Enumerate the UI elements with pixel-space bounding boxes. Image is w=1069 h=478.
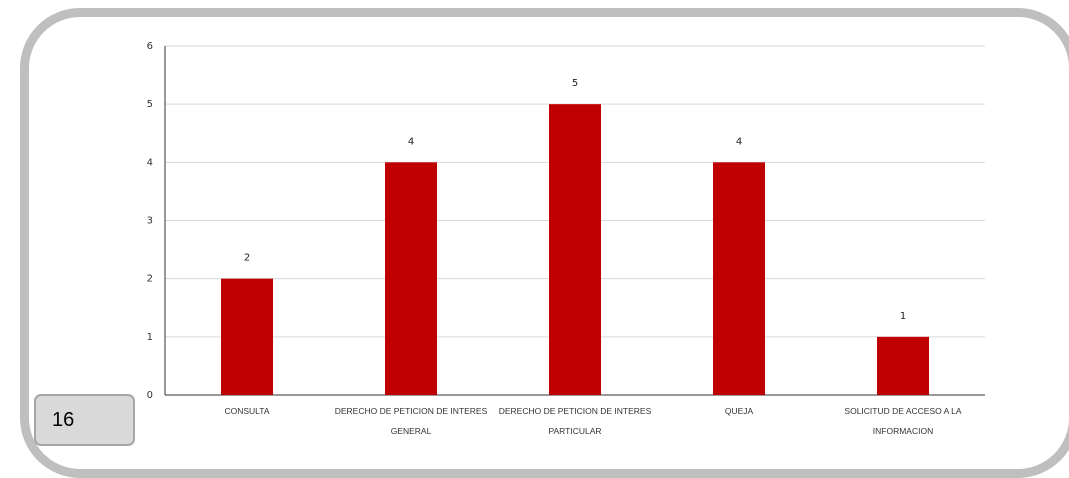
x-category-label: DERECHO DE PETICION DE INTERES: [499, 406, 652, 416]
page-number-badge: 16: [34, 394, 135, 446]
bar: [385, 162, 437, 395]
x-category-label: PARTICULAR: [548, 426, 601, 436]
x-axis: CONSULTA DERECHO DE PETICION DE INTERES GE…: [224, 406, 961, 436]
y-tick-label: 6: [147, 41, 153, 52]
x-category-label: INFORMACION: [873, 426, 933, 436]
bar-value-label: 4: [408, 136, 414, 147]
y-tick-label: 4: [147, 157, 153, 168]
chart-bars: [221, 104, 929, 396]
page-number: 16: [52, 408, 75, 431]
bar: [549, 104, 601, 396]
x-category-label: CONSULTA: [224, 406, 269, 416]
chart-frame: [20, 8, 1069, 478]
x-category-label: SOLICITUD DE ACCESO A LA: [844, 406, 961, 416]
bar-value-label: 2: [244, 253, 250, 264]
data-labels: 2 4 5 4 1: [244, 78, 906, 322]
y-tick-label: 2: [147, 274, 153, 285]
bar-value-label: 4: [736, 136, 742, 147]
bar-chart: 0 1 2 3 4 5 6 2 4 5 4 1 CONSULTA DERECHO DE PETICIO…: [147, 41, 985, 436]
y-tick-label: 5: [147, 99, 153, 110]
bar-value-label: 1: [900, 311, 906, 322]
y-axis: 0 1 2 3 4 5 6: [147, 41, 166, 401]
y-tick-label: 0: [147, 390, 153, 401]
y-tick-label: 3: [147, 216, 153, 227]
x-category-label: GENERAL: [391, 426, 432, 436]
x-category-label: DERECHO DE PETICION DE INTERES: [335, 406, 488, 416]
bar-value-label: 5: [572, 78, 578, 89]
bar: [221, 278, 273, 395]
bar: [877, 336, 929, 395]
y-tick-label: 1: [147, 332, 153, 343]
x-category-label: QUEJA: [725, 406, 754, 416]
bar: [713, 162, 765, 395]
